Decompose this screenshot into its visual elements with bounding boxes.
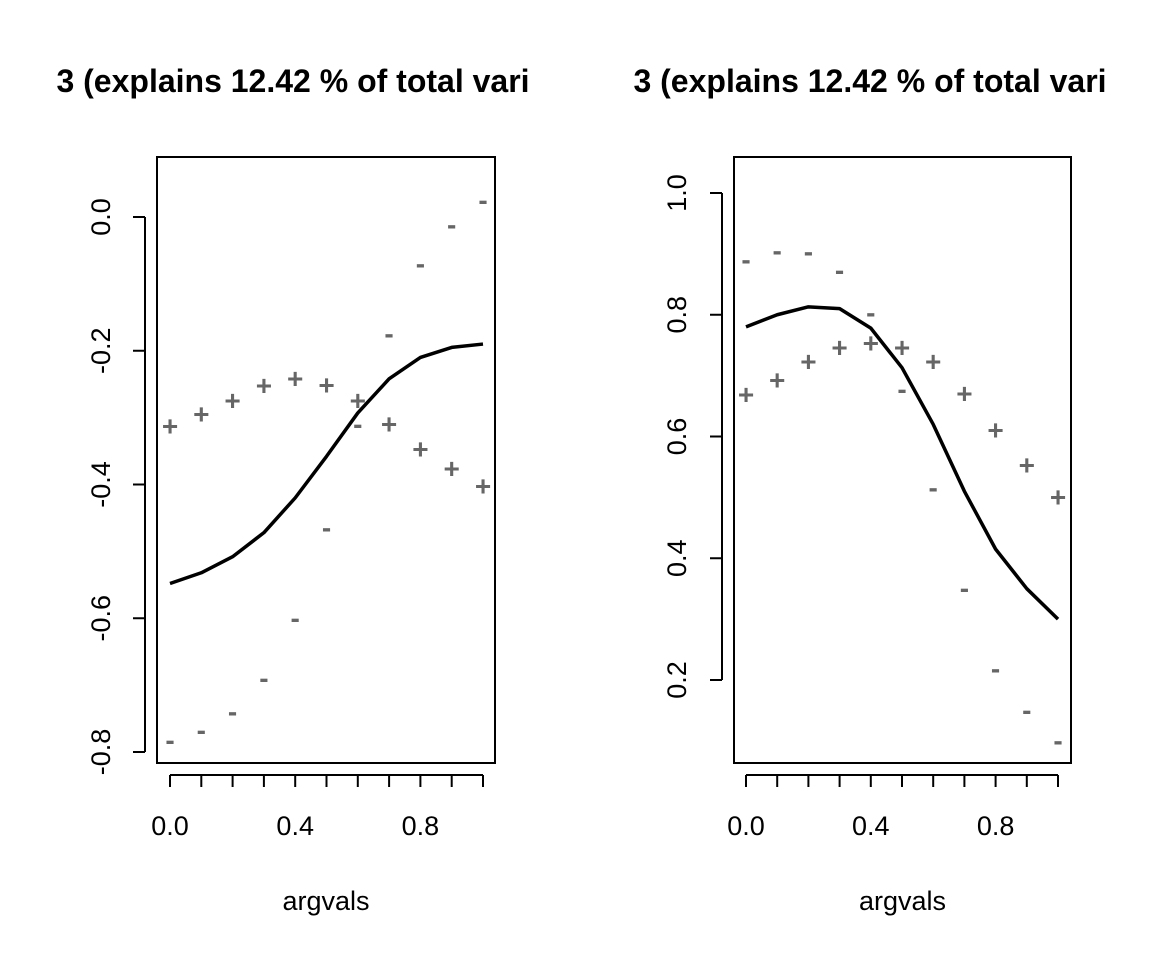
minus-marker: - (1053, 725, 1062, 756)
y-tick-label: 0.6 (662, 418, 692, 456)
plus-marker: + (287, 363, 303, 394)
plus-marker: + (162, 410, 178, 441)
x-tick-label: 0.8 (977, 811, 1015, 841)
minus-marker: - (259, 662, 268, 693)
plus-marker: + (925, 346, 941, 377)
y-tick-label: 0.4 (662, 539, 692, 577)
minus-marker: - (960, 573, 969, 604)
y-tick-label: 0.8 (662, 296, 692, 334)
minus-marker: - (1022, 694, 1031, 725)
y-tick-label: -0.4 (86, 461, 116, 508)
plus-marker: + (831, 332, 847, 363)
y-tick-label: -0.8 (86, 729, 116, 776)
plus-marker: + (1050, 481, 1066, 512)
minus-marker: - (197, 715, 206, 746)
plus-marker: + (193, 398, 209, 429)
plus-marker: + (956, 378, 972, 409)
minus-marker: - (804, 236, 813, 267)
plus-marker: + (1019, 450, 1035, 481)
minus-marker: - (897, 374, 906, 405)
y-tick-label: -0.6 (86, 595, 116, 642)
y-tick-label: 0.2 (662, 661, 692, 699)
x-tick-label: 0.0 (727, 811, 765, 841)
plus-marker: + (894, 332, 910, 363)
plus-marker: + (738, 379, 754, 410)
mean-function-line (745, 305, 1060, 621)
plus-marker: + (350, 385, 366, 416)
plus-marker: + (412, 434, 428, 465)
x-tick-label: 0.8 (402, 811, 440, 841)
minus-marker: - (228, 696, 237, 727)
chart-title: 3 (explains 12.42 % of total vari (56, 63, 529, 99)
mean-function-line (169, 342, 484, 586)
plus-marker: + (444, 453, 460, 484)
panel-left: 3 (explains 12.42 % of total vari 0.0 0.4 0… (56, 63, 529, 916)
plot-frame (156, 156, 496, 764)
minus-marker: - (866, 297, 875, 328)
y-tick-label: 0.0 (86, 198, 116, 236)
minus-marker: - (835, 254, 844, 285)
minus-marker: - (478, 184, 487, 215)
plus-marker: + (800, 346, 816, 377)
plus-marker: + (224, 385, 240, 416)
plus-marker: + (769, 364, 785, 395)
x-tick-label: 0.0 (151, 811, 189, 841)
minus-marker: - (322, 512, 331, 543)
plus-marker: + (987, 414, 1003, 445)
minus-marker: - (991, 653, 1000, 684)
x-axis-label: argvals (859, 886, 946, 916)
y-tick-label: 1.0 (662, 174, 692, 212)
minus-marker: - (929, 472, 938, 503)
minus-marker: - (384, 318, 393, 349)
minus-marker: - (416, 248, 425, 279)
minus-marker: - (741, 244, 750, 275)
plus-marker: + (475, 471, 491, 502)
x-axis-label: argvals (282, 886, 369, 916)
plus-marker: + (256, 370, 272, 401)
x-tick-label: 0.4 (276, 811, 314, 841)
minus-marker: - (447, 209, 456, 240)
plot-frame (733, 156, 1072, 764)
minus-marker: - (773, 235, 782, 266)
plus-marker: + (863, 327, 879, 358)
plus-marker: + (381, 408, 397, 439)
chart-title: 3 (explains 12.42 % of total vari (633, 63, 1106, 99)
minus-marker: - (353, 408, 362, 439)
panel-right: 3 (explains 12.42 % of total vari 0.0 0.4 0… (633, 63, 1106, 916)
plus-marker: + (318, 370, 334, 401)
y-tick-label: -0.2 (86, 327, 116, 374)
x-tick-label: 0.4 (852, 811, 890, 841)
minus-marker: - (165, 725, 174, 756)
minus-marker: - (291, 602, 300, 633)
